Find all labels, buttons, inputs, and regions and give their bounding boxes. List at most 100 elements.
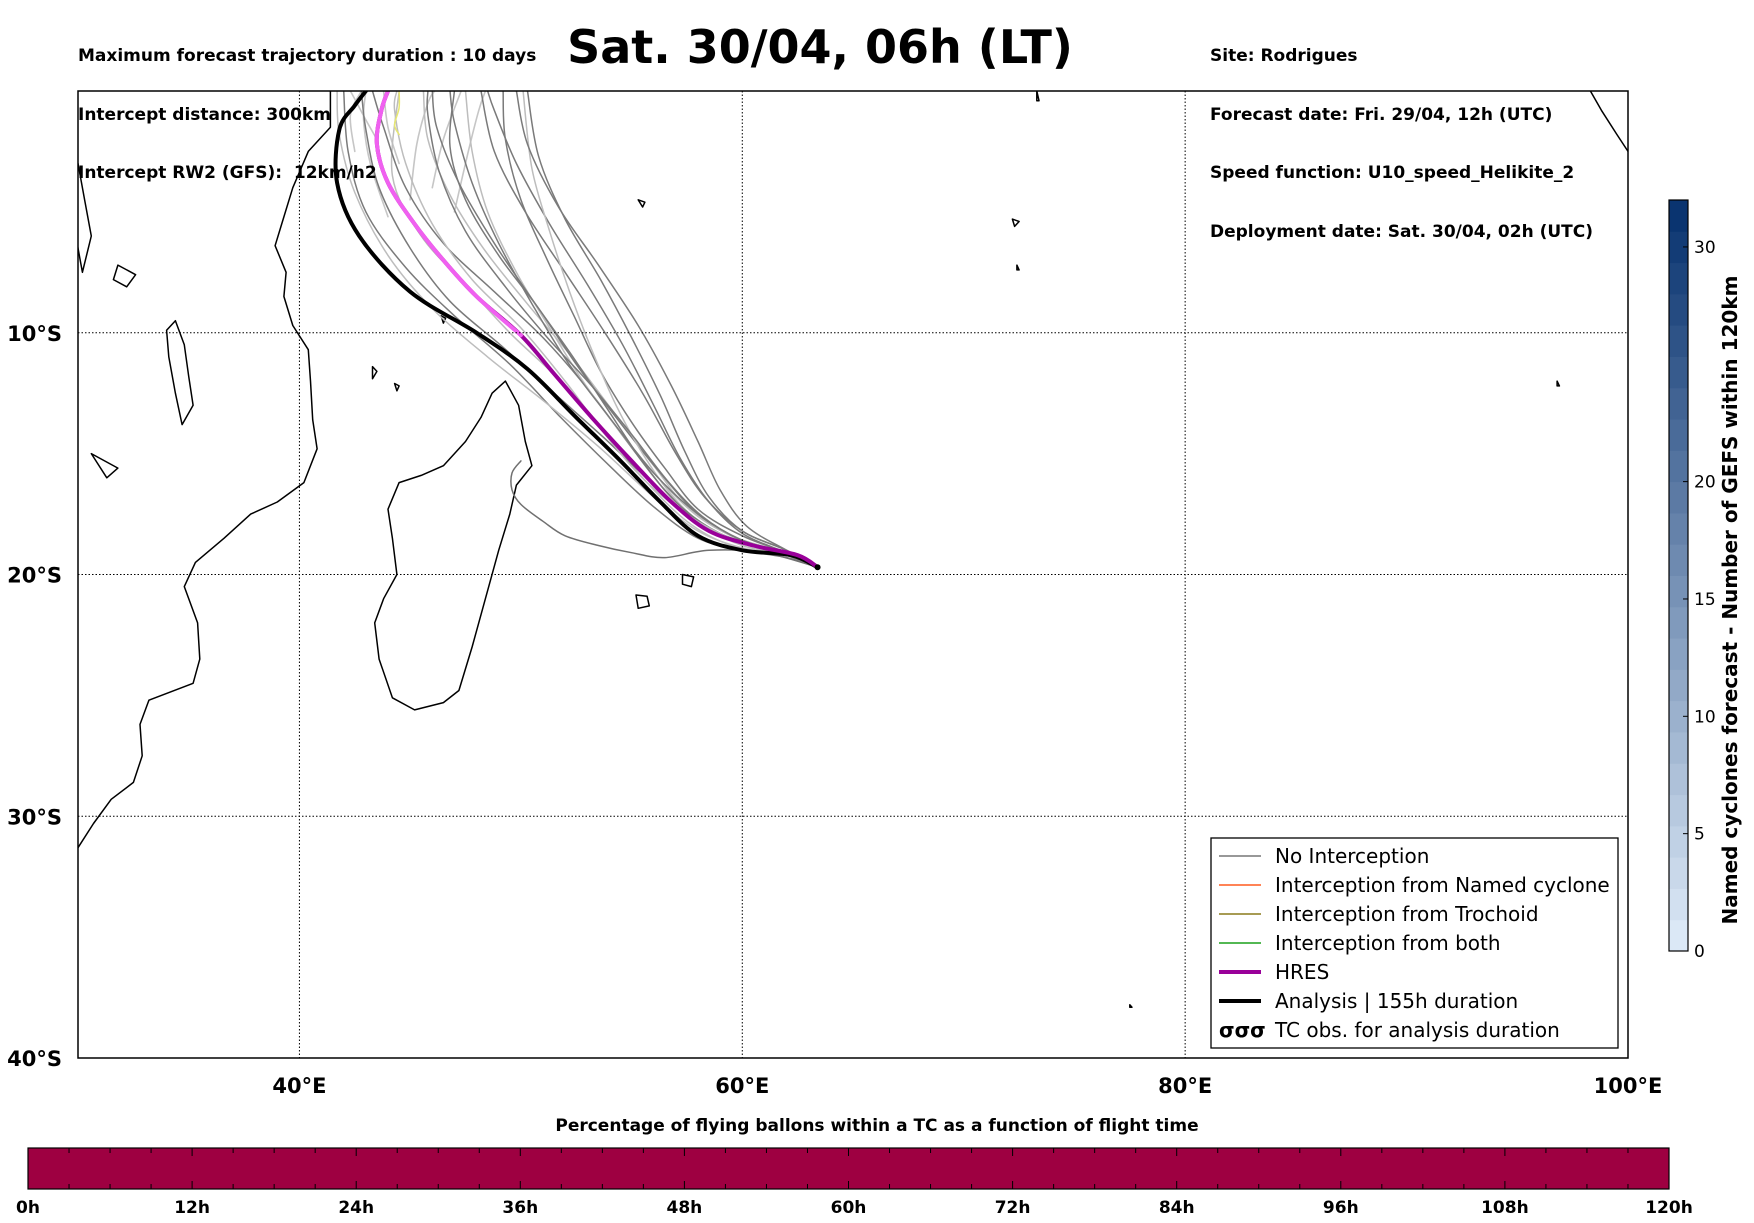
colorbar-band xyxy=(1669,857,1688,889)
legend: No Interception Interception from Named c… xyxy=(1210,837,1619,1049)
colorbar-tick-label: 30 xyxy=(1694,238,1716,258)
time-label: 120h xyxy=(1645,1198,1693,1218)
trajectory-yellow xyxy=(393,91,401,136)
colorbar-band xyxy=(1669,325,1688,357)
time-label: 60h xyxy=(831,1198,867,1218)
hres-track-upper xyxy=(374,91,523,338)
time-label: 24h xyxy=(338,1198,374,1218)
legend-item-label: Interception from both xyxy=(1275,931,1501,955)
africa-coastline xyxy=(78,91,332,849)
legend-box xyxy=(1210,837,1619,1049)
colorbar-band xyxy=(1669,356,1688,389)
lake-outline xyxy=(112,264,137,288)
map-frame xyxy=(77,90,1629,1059)
sumatra-coastline xyxy=(1589,91,1628,152)
right-colorbar: 0 5 10 15 20 30 xyxy=(1668,199,1716,962)
colorbar-band xyxy=(1669,731,1688,764)
legend-item-label: Interception from Trochoid xyxy=(1275,902,1539,926)
info-line-speed-function: Speed function: U10_speed_Helikite_2 xyxy=(1210,163,1575,183)
forecast-parameters-text: Maximum forecast trajectory duration : 1… xyxy=(78,8,536,203)
island-outline xyxy=(1016,264,1020,271)
colorbar-band xyxy=(1669,606,1688,639)
colorbar-band xyxy=(1669,512,1688,545)
colorbar-band xyxy=(1669,419,1688,451)
colorbar-band xyxy=(1669,575,1688,608)
latitude-label: 10°S xyxy=(7,322,62,346)
longitude-label: 80°E xyxy=(1158,1074,1212,1098)
trajectory-light xyxy=(431,91,462,189)
madagascar-coastline xyxy=(373,380,533,711)
colorbar-band xyxy=(1669,481,1688,514)
longitude-label: 60°E xyxy=(715,1074,769,1098)
analysis-track xyxy=(333,91,820,570)
launch-site-marker xyxy=(814,564,821,571)
legend-item-label: TC obs. for analysis duration xyxy=(1274,1018,1560,1042)
colorbar-frame xyxy=(1668,199,1689,952)
island-outline xyxy=(1129,1004,1133,1008)
trajectory-light xyxy=(349,91,378,141)
colorbar-band xyxy=(1669,262,1688,295)
time-label: 0h xyxy=(16,1198,40,1218)
colorbar-band xyxy=(1669,919,1688,952)
longitude-label: 40°E xyxy=(272,1074,326,1098)
info-line-deployment-date: Deployment date: Sat. 30/04, 02h (UTC) xyxy=(1210,221,1594,242)
colorbar-band xyxy=(1669,638,1688,670)
time-label: 48h xyxy=(667,1198,703,1218)
legend-item-label: Interception from Named cyclone xyxy=(1275,873,1610,897)
colorbar-band xyxy=(1669,888,1688,921)
latitude-label: 20°S xyxy=(7,564,62,588)
trajectory-southwest xyxy=(510,460,819,568)
main-title: Sat. 30/04, 06h (LT) xyxy=(567,20,1073,74)
island-outline xyxy=(637,199,646,208)
legend-item-label: No Interception xyxy=(1275,844,1429,868)
island-outline xyxy=(635,594,651,610)
colorbar-tick-label: 15 xyxy=(1694,590,1716,610)
time-label: 84h xyxy=(1159,1198,1195,1218)
trajectory-light xyxy=(349,91,363,153)
colorbar-tick-label: 10 xyxy=(1694,707,1716,727)
colorbar-band xyxy=(1669,450,1688,483)
gridlines xyxy=(78,91,1628,1058)
island-outline xyxy=(371,365,378,380)
colorbar-band xyxy=(1669,200,1688,232)
colorbar-band xyxy=(1669,293,1688,326)
lake-outline xyxy=(90,452,119,479)
colorbar-tick-label: 5 xyxy=(1694,825,1705,845)
lake-outline xyxy=(165,319,194,426)
island-outline xyxy=(393,382,400,392)
info-line-intercept-rw2: Intercept RW2 (GFS): 12km/h2 xyxy=(78,163,377,183)
legend-tc-symbol: σσσ xyxy=(1219,1018,1266,1042)
trajectory-no-interception xyxy=(502,91,819,568)
colorbar-band xyxy=(1669,825,1688,858)
legend-item-label: HRES xyxy=(1275,960,1329,984)
colorbar-band xyxy=(1669,544,1688,576)
longitude-label: 100°E xyxy=(1594,1074,1663,1098)
colorbar-band xyxy=(1669,763,1688,796)
colorbar-tick-label: 20 xyxy=(1694,473,1716,493)
time-label: 108h xyxy=(1481,1198,1529,1218)
lake-outline xyxy=(78,162,93,274)
trajectory-no-interception xyxy=(522,91,819,568)
info-line-intercept-distance: Intercept distance: 300km xyxy=(78,104,331,125)
latitude-label: 40°S xyxy=(7,1047,62,1071)
island-outline xyxy=(1011,218,1020,228)
time-label: 96h xyxy=(1323,1198,1359,1218)
colorbar-band xyxy=(1669,794,1688,827)
island-outline xyxy=(1556,380,1561,387)
site-info-text: Site: Rodrigues Forecast date: Fri. 29/0… xyxy=(1210,8,1593,262)
time-label: 36h xyxy=(502,1198,538,1218)
island-outline xyxy=(681,573,695,588)
island-outline xyxy=(1036,91,1040,102)
right-colorbar-label: Named cyclones forecast - Number of GEFS… xyxy=(1718,275,1742,925)
trajectory-no-interception xyxy=(515,91,819,568)
info-line-duration: Maximum forecast trajectory duration : 1… xyxy=(78,46,537,66)
trajectory-light xyxy=(362,91,389,218)
bottom-colorbar-title: Percentage of flying ballons within a TC… xyxy=(555,1116,1199,1136)
colorbar-tick-label: 0 xyxy=(1694,942,1705,962)
info-line-site: Site: Rodrigues xyxy=(1210,46,1358,66)
time-label: 12h xyxy=(174,1198,210,1218)
trajectory-no-interception xyxy=(526,91,819,568)
legend-item-label: Analysis | 155h duration xyxy=(1275,989,1518,1013)
colorbar-band xyxy=(1669,700,1688,733)
